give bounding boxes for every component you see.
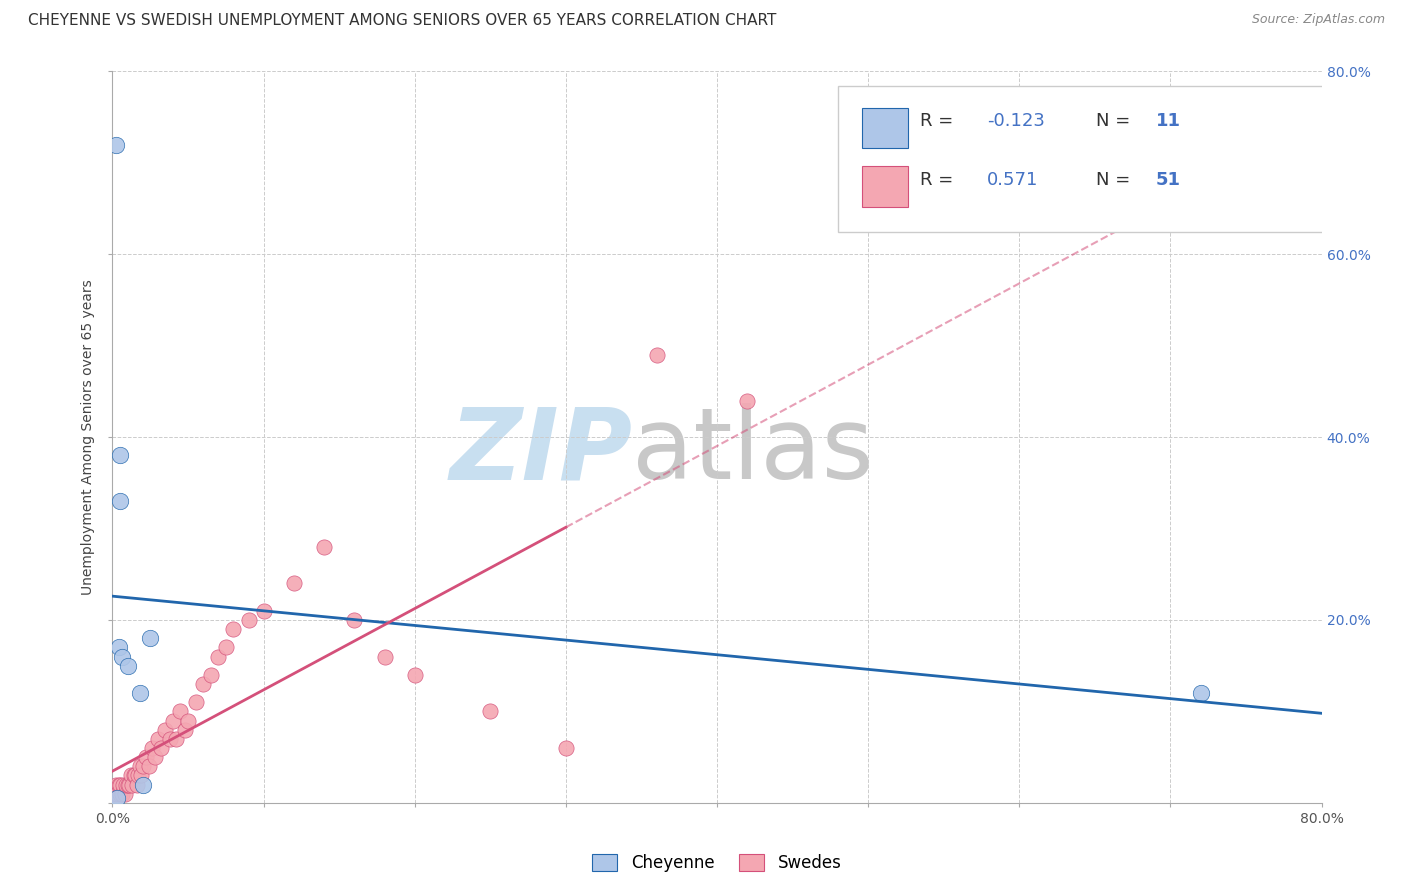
Point <box>105 787 128 801</box>
Point <box>374 649 396 664</box>
Point <box>108 449 131 463</box>
Text: N =: N = <box>1095 112 1136 130</box>
Point <box>121 777 143 792</box>
Point <box>343 613 366 627</box>
Y-axis label: Unemployment Among Seniors over 65 years: Unemployment Among Seniors over 65 years <box>82 279 96 595</box>
Point <box>135 750 157 764</box>
FancyBboxPatch shape <box>838 86 1334 232</box>
FancyBboxPatch shape <box>862 108 908 148</box>
Text: R =: R = <box>920 112 959 130</box>
Point <box>207 649 229 664</box>
Point <box>108 787 131 801</box>
Text: -0.123: -0.123 <box>987 112 1045 130</box>
Point <box>108 777 131 792</box>
Text: N =: N = <box>1095 170 1136 188</box>
Point <box>159 731 181 746</box>
Point <box>105 791 128 805</box>
Point <box>117 777 139 792</box>
Point <box>222 622 245 636</box>
Point <box>125 777 148 792</box>
Text: 11: 11 <box>1156 112 1181 130</box>
Point <box>115 777 138 792</box>
Point <box>107 777 129 792</box>
Point <box>169 705 191 719</box>
Text: CHEYENNE VS SWEDISH UNEMPLOYMENT AMONG SENIORS OVER 65 YEARS CORRELATION CHART: CHEYENNE VS SWEDISH UNEMPLOYMENT AMONG S… <box>28 13 776 29</box>
Point <box>114 787 136 801</box>
Point <box>253 604 276 618</box>
Point <box>104 137 127 152</box>
Point <box>146 731 169 746</box>
Point <box>200 667 222 681</box>
Point <box>124 768 146 782</box>
Point <box>155 723 177 737</box>
Point <box>127 768 149 782</box>
Point <box>128 686 150 700</box>
Point <box>143 750 166 764</box>
Point <box>120 768 142 782</box>
Point <box>177 714 200 728</box>
Point <box>165 731 187 746</box>
Point <box>107 640 129 655</box>
Point <box>108 494 131 508</box>
Point <box>103 787 125 801</box>
Text: R =: R = <box>920 170 959 188</box>
Text: ZIP: ZIP <box>450 403 633 500</box>
Point <box>139 632 162 646</box>
Point <box>122 768 145 782</box>
Point <box>129 768 152 782</box>
Point <box>128 759 150 773</box>
Text: Source: ZipAtlas.com: Source: ZipAtlas.com <box>1251 13 1385 27</box>
Point <box>112 777 135 792</box>
Point <box>404 667 426 681</box>
Point <box>110 649 132 664</box>
Point <box>117 658 139 673</box>
Text: 0.571: 0.571 <box>987 170 1038 188</box>
Point <box>737 393 759 408</box>
Point <box>149 740 172 755</box>
Point <box>215 640 238 655</box>
Point <box>184 695 207 709</box>
Legend: Cheyenne, Swedes: Cheyenne, Swedes <box>586 847 848 879</box>
Point <box>141 740 163 755</box>
Point <box>1189 686 1212 700</box>
Point <box>132 759 155 773</box>
Point <box>479 705 502 719</box>
Text: atlas: atlas <box>633 403 875 500</box>
Point <box>104 777 127 792</box>
Point <box>118 777 141 792</box>
Point <box>110 787 132 801</box>
Point <box>314 540 336 554</box>
FancyBboxPatch shape <box>862 167 908 207</box>
Text: 51: 51 <box>1156 170 1181 188</box>
Point <box>174 723 197 737</box>
Point <box>645 348 668 362</box>
Point <box>191 677 214 691</box>
Point <box>283 576 305 591</box>
Point <box>132 777 155 792</box>
Point <box>554 740 576 755</box>
Point <box>138 759 160 773</box>
Point <box>238 613 260 627</box>
Point <box>162 714 184 728</box>
